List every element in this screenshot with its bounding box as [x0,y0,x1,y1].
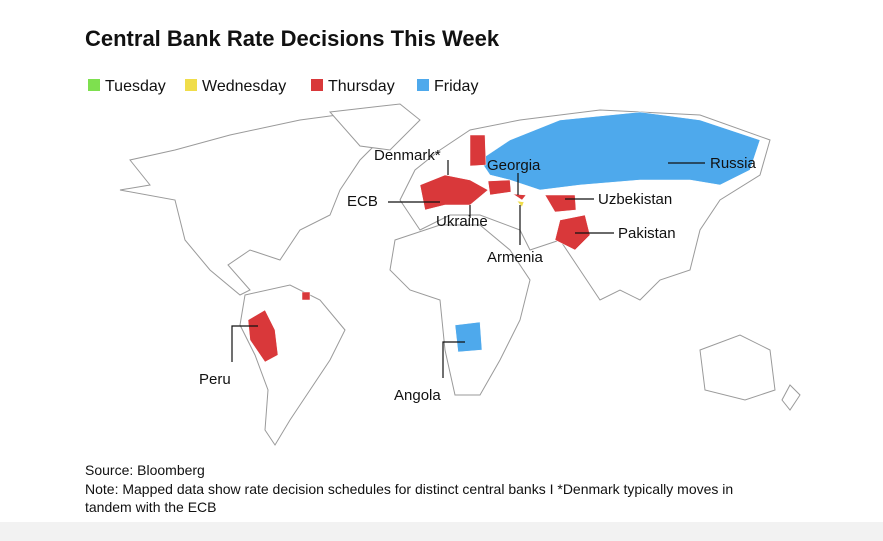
legend-label: Friday [434,78,478,95]
country-region [487,179,512,196]
country-label: Armenia [487,249,544,266]
legend: Tuesday Wednesday Thursday Friday [88,78,478,95]
country-region [454,321,483,353]
country-label: Denmark* [374,147,441,164]
note: Note: Mapped data show rate decision sch… [85,481,733,497]
legend-label: Thursday [328,78,395,95]
footer-strip [0,522,883,541]
leader-line [231,325,258,362]
source: Source: Bloomberg [85,462,205,478]
legend-label: Tuesday [105,78,166,95]
country-label: Georgia [487,157,541,174]
country-label: Pakistan [618,225,676,242]
country-label: Angola [394,387,441,404]
country-region [469,134,487,167]
country-region [554,214,591,251]
country-labels: Russia ECB Denmark* Ukraine Georgia Armenia Uz… [199,147,757,404]
country-region [247,309,279,363]
country-region [301,291,311,301]
title: Central Bank Rate Decisions This Week [85,26,500,51]
legend-swatch [185,79,197,91]
legend-swatch [88,79,100,91]
legend-swatch [417,79,429,91]
country-region [516,200,525,208]
country-region [512,193,527,201]
country-label: ECB [347,193,378,210]
country-region [479,111,761,191]
country-region [419,174,489,211]
country-label: Uzbekistan [598,191,672,208]
note: tandem with the ECB [85,499,217,515]
country-label: Russia [710,155,757,172]
legend-swatch [311,79,323,91]
country-label: Peru [199,371,231,388]
country-label: Ukraine [436,213,488,230]
leader-line [442,341,465,378]
highlighted-countries [247,111,761,363]
legend-label: Wednesday [202,78,286,95]
